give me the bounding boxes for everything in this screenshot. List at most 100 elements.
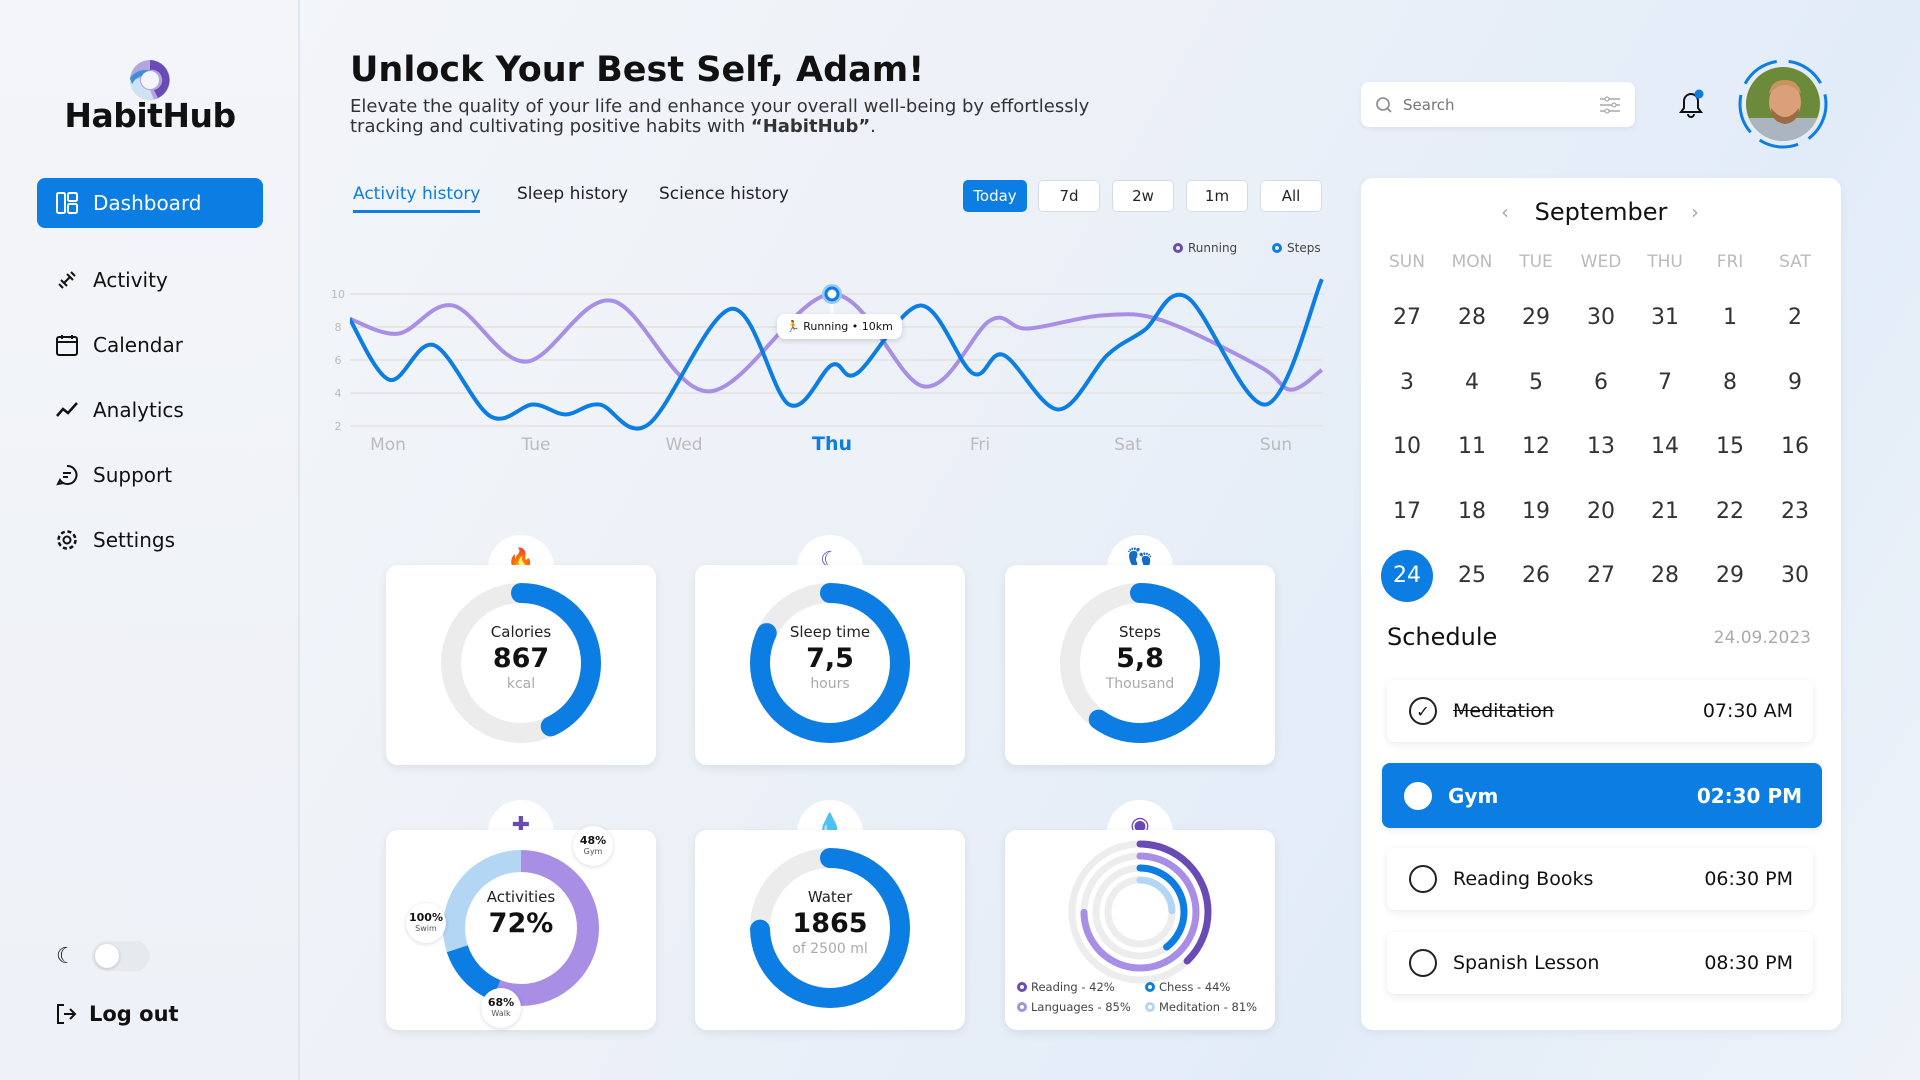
range-7d-button[interactable]: 7d: [1038, 180, 1100, 212]
ring-reading: [1068, 840, 1212, 984]
bell-icon[interactable]: [1676, 88, 1706, 120]
ring-legend-item: Meditation - 81%: [1145, 1000, 1257, 1014]
stat-card-sleep-time[interactable]: Sleep time 7,5 hours: [695, 565, 965, 765]
schedule-date: 24.09.2023: [1713, 628, 1811, 648]
x-tick-label-sat: Sat: [1114, 435, 1142, 455]
calendar-day[interactable]: 12: [1522, 434, 1550, 459]
calendar-day[interactable]: 15: [1716, 434, 1744, 459]
circle-icon[interactable]: [1409, 949, 1437, 977]
calendar-day[interactable]: 21: [1651, 498, 1679, 524]
calendar-day[interactable]: 10: [1393, 434, 1421, 459]
calendar-day[interactable]: 19: [1522, 498, 1550, 524]
calendar-day[interactable]: 1: [1723, 305, 1737, 330]
circle-icon[interactable]: [1409, 865, 1437, 893]
stat-card-steps[interactable]: Steps 5,8 Thousand: [1005, 565, 1275, 765]
search-icon: [1376, 96, 1392, 113]
y-tick-label: 2: [335, 420, 342, 433]
logout-label: Log out: [89, 1002, 179, 1026]
ring-legend-item: Languages - 85%: [1017, 1000, 1131, 1014]
calendar-day[interactable]: 2: [1788, 305, 1802, 330]
schedule-item-meditation[interactable]: ✓ Meditation 07:30 AM: [1387, 680, 1813, 742]
calendar-day[interactable]: 14: [1651, 434, 1679, 459]
calendar-day[interactable]: 11: [1458, 434, 1486, 459]
app-logo: HabitHub: [64, 96, 236, 135]
user-avatar[interactable]: [1737, 58, 1829, 150]
search-input[interactable]: [1403, 95, 1599, 114]
schedule-item-time: 07:30 AM: [1702, 700, 1793, 722]
calendar-day[interactable]: 5: [1529, 369, 1543, 395]
stat-title: Activities: [486, 888, 556, 906]
calendar-day[interactable]: 17: [1393, 498, 1421, 524]
sidebar-item-settings[interactable]: Settings: [37, 515, 263, 565]
sidebar-item-calendar[interactable]: Calendar: [37, 320, 263, 370]
stat-title: Calories: [490, 623, 552, 641]
tab-activity-history[interactable]: Activity history: [353, 184, 481, 213]
calendar-day[interactable]: 9: [1788, 369, 1802, 395]
stat-value: 7,5: [806, 643, 854, 674]
calendar-day[interactable]: 23: [1781, 498, 1809, 524]
sidebar-item-analytics[interactable]: Analytics: [37, 385, 263, 435]
calendar-day[interactable]: 28: [1458, 305, 1486, 330]
range-1m-button[interactable]: 1m: [1186, 180, 1248, 212]
calendar-day[interactable]: 3: [1400, 369, 1414, 395]
weekday-mon: MON: [1451, 252, 1493, 272]
calendar-day[interactable]: 27: [1587, 563, 1615, 588]
next-month-button[interactable]: ›: [1691, 200, 1699, 224]
range-2w-button[interactable]: 2w: [1112, 180, 1174, 212]
stat-card-activities[interactable]: 48% Gym 68% Walk 100% Swim Activities 72%: [386, 826, 656, 1030]
ring-legend-label: Chess - 44%: [1159, 980, 1231, 994]
check-circle-icon[interactable]: ✓: [1409, 697, 1437, 725]
calendar-day[interactable]: 13: [1587, 434, 1615, 459]
calendar-day-selected[interactable]: 24: [1381, 550, 1433, 602]
schedule-item-name: Spanish Lesson: [1453, 952, 1600, 974]
segment-pct: 48%: [579, 834, 607, 847]
calendar-day[interactable]: 30: [1587, 305, 1615, 330]
calendar-day[interactable]: 16: [1781, 434, 1809, 459]
calendar-day[interactable]: 27: [1393, 305, 1421, 330]
sidebar-item-support[interactable]: Support: [37, 450, 263, 500]
stat-card-mind-habits[interactable]: Reading - 42% Languages - 85% Chess - 44% M…: [1005, 830, 1275, 1030]
tooltip-text: Running • 10km: [803, 320, 893, 333]
circle-icon[interactable]: [1404, 781, 1432, 810]
calendar-day[interactable]: 31: [1651, 305, 1679, 330]
schedule-item-gym[interactable]: Gym 02:30 PM: [1382, 763, 1822, 828]
calendar-day[interactable]: 4: [1465, 369, 1479, 395]
sidebar-item-dashboard[interactable]: Dashboard: [37, 178, 263, 228]
segment-badge-swim: 100% Swim: [406, 903, 446, 943]
schedule-item-reading-books[interactable]: Reading Books 06:30 PM: [1387, 848, 1813, 910]
dashboard-icon: [56, 192, 78, 214]
steps-donut: [1060, 583, 1220, 743]
calendar-day[interactable]: 28: [1651, 563, 1679, 588]
range-all-button[interactable]: All: [1260, 180, 1322, 212]
schedule-item-spanish-lesson[interactable]: Spanish Lesson 08:30 PM: [1387, 932, 1813, 994]
prev-month-button[interactable]: ‹: [1501, 200, 1509, 224]
filter-icon[interactable]: [1599, 95, 1621, 115]
dark-mode-toggle[interactable]: [92, 941, 150, 971]
calendar-day[interactable]: 18: [1458, 498, 1486, 524]
calendar-day[interactable]: 8: [1723, 369, 1737, 395]
donut-progress: [1060, 583, 1220, 743]
stat-unit: kcal: [506, 676, 536, 692]
subtitle-text: Elevate the quality of your life and enh…: [350, 96, 1090, 137]
calendar-day[interactable]: 30: [1781, 563, 1809, 588]
stat-card-calories[interactable]: Calories 867 kcal: [386, 565, 656, 765]
calendar-day[interactable]: 29: [1716, 563, 1744, 588]
calendar-day[interactable]: 22: [1716, 498, 1744, 524]
calendar-day[interactable]: 6: [1594, 369, 1608, 395]
calendar-day[interactable]: 7: [1658, 369, 1672, 395]
calendar-day[interactable]: 29: [1522, 305, 1550, 330]
calendar-day[interactable]: 25: [1458, 563, 1486, 588]
highlight-point: [824, 286, 840, 302]
calendar-day[interactable]: 26: [1522, 563, 1550, 588]
legend-running: Running: [1173, 241, 1237, 255]
search-box[interactable]: [1361, 82, 1635, 127]
stat-card-water[interactable]: Water 1865 of 2500 ml: [695, 830, 965, 1030]
logout-button[interactable]: Log out: [55, 1002, 179, 1026]
legend-marker: [1017, 1002, 1027, 1012]
legend-marker: [1145, 982, 1155, 992]
sidebar-item-activity[interactable]: Activity: [37, 255, 263, 305]
calendar-day[interactable]: 20: [1587, 498, 1615, 524]
tab-sleep-history[interactable]: Sleep history: [517, 184, 629, 204]
range-today-button[interactable]: Today: [963, 180, 1027, 212]
tab-science-history[interactable]: Science history: [659, 184, 789, 204]
